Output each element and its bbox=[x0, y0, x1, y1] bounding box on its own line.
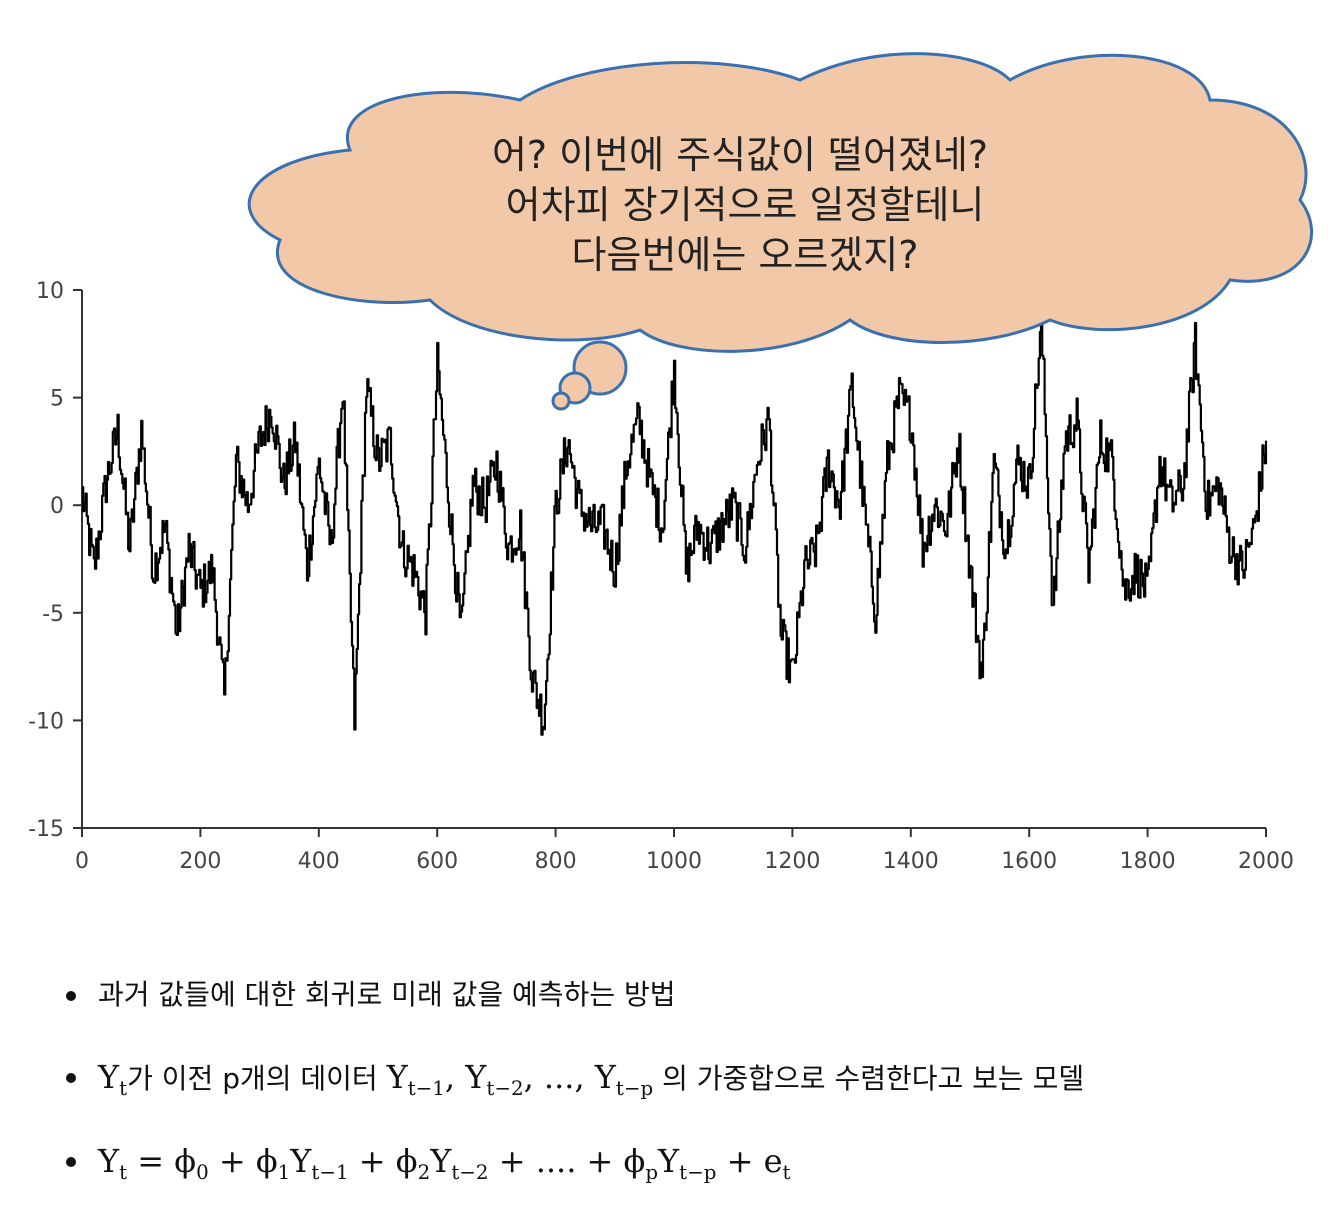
thought-bubble: 어? 이번에 주식값이 떨어졌네? 어차피 장기적으로 일정할테니 다음번에는 … bbox=[247, 52, 1313, 411]
ar-time-series-chart: 10 5 0 -5 -10 -15 0 200 400 600 800 1000 1200 1400 160… bbox=[28, 52, 1313, 874]
bullet-model-text-3: 의 가중합으로 수렴한다고 보는 모델 bbox=[653, 1062, 1085, 1095]
y-tick-label: 0 bbox=[50, 494, 64, 519]
y-tick-label: 5 bbox=[50, 387, 64, 412]
x-tick-label: 600 bbox=[416, 849, 458, 874]
x-tick-label: 1200 bbox=[764, 849, 820, 874]
description-list: 과거 값들에 대한 회귀로 미래 값을 예측하는 방법 Yt가 이전 p개의 데… bbox=[60, 975, 1320, 1225]
chart-ticks: 10 5 0 -5 -10 -15 0 200 400 600 800 1000 1200 1400 160… bbox=[28, 279, 1294, 874]
series-line bbox=[82, 304, 1268, 736]
x-tick-label: 2000 bbox=[1238, 849, 1294, 874]
y-tick-label: -10 bbox=[28, 709, 64, 734]
x-tick-label: 200 bbox=[179, 849, 221, 874]
bubble-line-2: 어차피 장기적으로 일정할테니 bbox=[506, 183, 985, 227]
y-tick-label: -15 bbox=[28, 817, 64, 842]
thought-dot-small bbox=[551, 391, 571, 411]
x-tick-label: 1400 bbox=[883, 849, 939, 874]
bullet-model-text-2: 개의 데이터 bbox=[239, 1062, 387, 1095]
x-tick-label: 0 bbox=[75, 849, 89, 874]
x-tick-label: 1000 bbox=[646, 849, 702, 874]
bullet-definition: 과거 값들에 대한 회귀로 미래 값을 예측하는 방법 bbox=[60, 975, 1320, 1015]
thought-cloud bbox=[247, 52, 1313, 353]
bullet-model-p: p bbox=[222, 1062, 240, 1095]
x-tick-label: 400 bbox=[298, 849, 340, 874]
bubble-line-3: 다음번에는 오르겠지? bbox=[572, 233, 919, 277]
bullet-model: Yt가 이전 p개의 데이터 Yt−1, Yt−2, ..., Yt−p 의 가… bbox=[60, 1057, 1320, 1099]
var-y-t-1: Yt−1, Yt−2, ..., Yt−p bbox=[386, 1058, 654, 1100]
bullet-model-text-1: 가 이전 bbox=[127, 1062, 223, 1095]
bullet-equation: Yt = ϕ0 + ϕ1Yt−1 + ϕ2Yt−2 + .... + ϕpYt−… bbox=[60, 1141, 1320, 1183]
var-y-t: Yt bbox=[98, 1058, 128, 1100]
y-tick-label: 10 bbox=[36, 279, 64, 304]
bubble-line-1: 어? 이번에 주식값이 떨어졌네? bbox=[492, 133, 988, 177]
x-tick-label: 1800 bbox=[1120, 849, 1176, 874]
x-tick-label: 800 bbox=[535, 849, 577, 874]
y-tick-label: -5 bbox=[42, 602, 64, 627]
x-tick-label: 1600 bbox=[1001, 849, 1057, 874]
bullet-definition-text: 과거 값들에 대한 회귀로 미래 값을 예측하는 방법 bbox=[98, 978, 676, 1011]
ar-equation: Yt = ϕ0 + ϕ1Yt−1 + ϕ2Yt−2 + .... + ϕpYt−… bbox=[98, 1142, 791, 1184]
